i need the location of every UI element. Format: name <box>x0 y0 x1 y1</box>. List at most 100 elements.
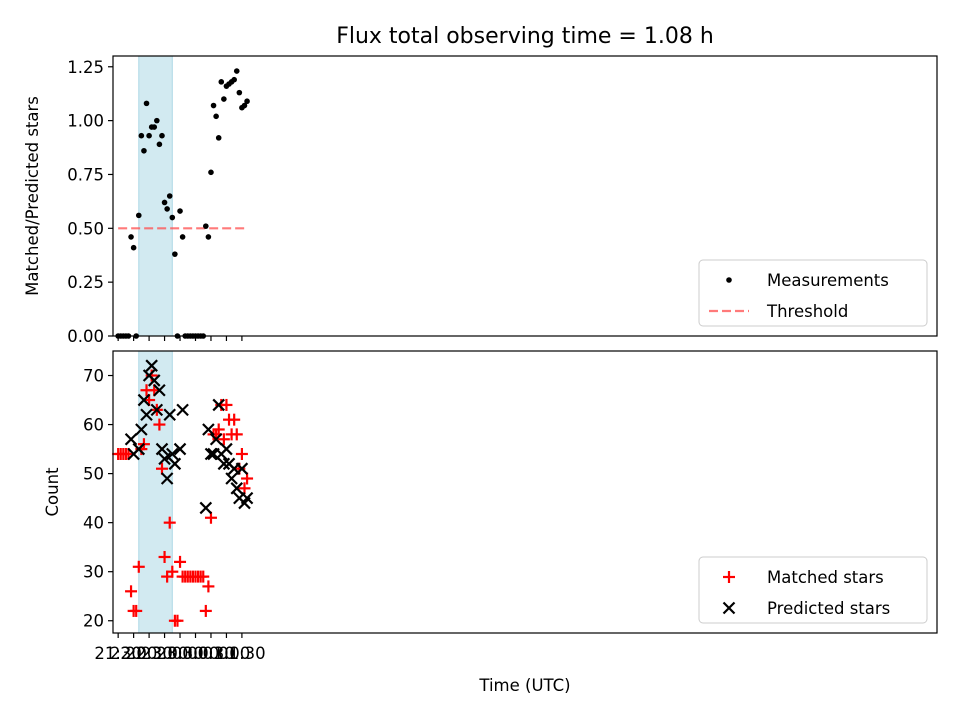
measurement-point <box>244 98 250 105</box>
y-axis-label: Matched/Predicted stars <box>23 96 42 296</box>
measurement-point <box>210 102 217 109</box>
predicted-point-b <box>202 423 215 436</box>
series-measurements <box>115 68 250 339</box>
predicted-point-b <box>209 433 223 446</box>
predicted-point <box>240 491 254 505</box>
matched-point <box>228 413 241 426</box>
measurement-point <box>143 100 150 107</box>
measurement-point <box>154 117 160 124</box>
predicted-point-b <box>135 423 148 436</box>
y-tick-label: 0.50 <box>67 219 104 238</box>
measurement-point <box>169 214 176 221</box>
measurement-point <box>208 169 214 176</box>
series-predicted-stars <box>124 359 254 515</box>
predicted-point <box>147 374 161 387</box>
measurement-point <box>166 193 173 199</box>
predicted-point <box>132 442 146 456</box>
matched-point <box>171 614 184 627</box>
y-tick-label: 70 <box>83 367 104 386</box>
bottom-panel: 20 30 40 50 60 70 21:3022:0022:3023:0023:3000:… <box>43 350 938 695</box>
measurement-point <box>159 132 165 139</box>
axes-frame <box>112 350 938 634</box>
measurement-point <box>135 212 142 219</box>
measurement-point <box>205 234 212 240</box>
legend-box <box>698 556 928 624</box>
matched-point <box>174 555 187 568</box>
x-tick-label: 23:30 <box>156 644 204 663</box>
predicted-point <box>137 393 151 407</box>
predicted-point <box>160 472 174 485</box>
x-tick-label: 22:30 <box>125 644 173 663</box>
predicted-point <box>176 403 189 417</box>
predicted-point <box>166 447 179 461</box>
predicted-point <box>163 408 176 422</box>
matched-point <box>230 428 243 441</box>
x-tick-label: 00:00 <box>172 644 220 663</box>
y-tick-label: 40 <box>83 514 104 533</box>
predicted-point <box>158 452 171 466</box>
predicted-point-b <box>160 472 174 485</box>
series-matched-stars <box>112 369 254 627</box>
matched-point <box>130 604 143 617</box>
y-tick-label: 0.75 <box>67 165 104 184</box>
predicted-point-b <box>132 442 146 456</box>
predicted-point-b <box>124 433 138 446</box>
predicted-point-b <box>158 452 171 466</box>
legend-marker <box>722 601 736 615</box>
predicted-point-b <box>166 447 179 461</box>
measurement-point <box>179 234 186 240</box>
predicted-point <box>140 408 153 422</box>
matched-point <box>202 580 215 593</box>
predicted-point <box>225 472 238 485</box>
measurement-point <box>233 68 240 74</box>
measurement-point <box>146 132 152 139</box>
y-tick-label: 20 <box>83 612 104 631</box>
y-tick-label: 30 <box>83 563 104 582</box>
measurement-point <box>231 76 237 83</box>
predicted-point-b <box>173 442 187 456</box>
y-tick-label: 1.00 <box>67 112 104 131</box>
y-tick-label: 60 <box>83 416 104 435</box>
y-axis-label: Count <box>43 467 62 517</box>
measurement-point <box>236 89 243 96</box>
predicted-point-b <box>153 383 166 397</box>
measurement-point <box>221 96 227 102</box>
predicted-point-b <box>155 442 169 456</box>
measurement-point <box>164 206 170 212</box>
legend-marker-b <box>722 601 736 615</box>
predicted-point-b <box>168 457 182 471</box>
predicted-point <box>173 442 187 456</box>
measurement-point <box>172 251 178 257</box>
y-tick-label: 0.25 <box>67 273 104 292</box>
matched-point <box>153 418 166 431</box>
predicted-point <box>212 398 225 412</box>
predicted-point <box>204 447 218 461</box>
measurement-point <box>215 135 222 141</box>
predicted-point-b <box>220 442 233 456</box>
legend: Measurements Threshold <box>698 259 928 327</box>
predicted-point-b <box>163 408 176 422</box>
x-tick-label: 23:00 <box>141 644 189 663</box>
matched-point <box>132 560 145 573</box>
measurement-point <box>241 102 248 109</box>
legend-marker <box>723 571 735 583</box>
predicted-point <box>202 423 215 436</box>
predicted-point-b <box>204 447 218 461</box>
matched-point <box>158 550 171 563</box>
predicted-point <box>199 501 213 515</box>
matched-point <box>197 570 210 583</box>
x-tick-label: 22:00 <box>110 644 158 663</box>
predicted-point <box>153 383 166 397</box>
matched-point <box>199 604 212 617</box>
measurement-point <box>128 234 134 240</box>
legend-box <box>698 259 928 327</box>
measurement-point <box>161 199 168 206</box>
matched-point <box>125 585 138 598</box>
legend-label: Threshold <box>766 302 848 321</box>
legend: Matched stars Predicted stars <box>698 556 928 624</box>
x-axis-label: Time (UTC) <box>478 676 570 695</box>
predicted-point <box>145 359 158 372</box>
measurement-point <box>203 223 209 229</box>
predicted-point-b <box>176 403 189 417</box>
